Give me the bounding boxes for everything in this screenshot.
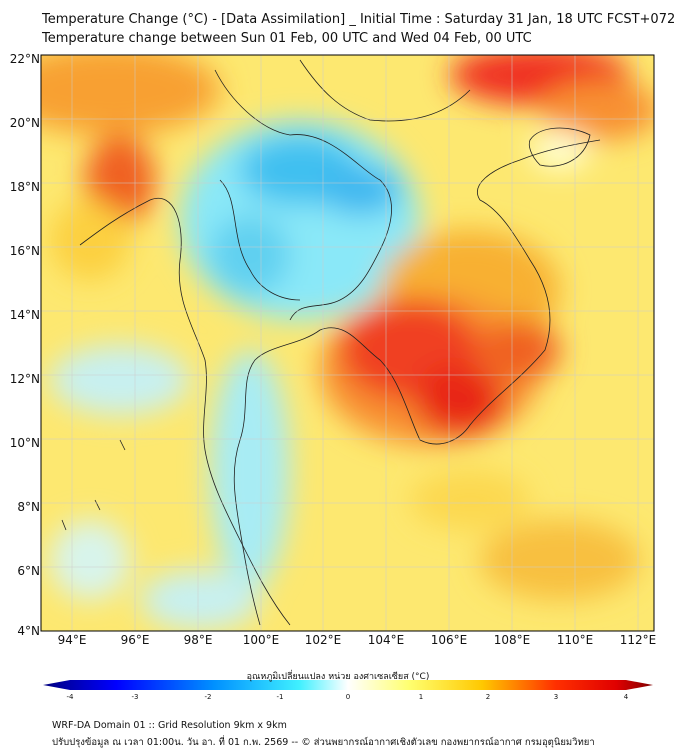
lat-label: 12°N	[9, 372, 40, 386]
lon-label: 94°E	[57, 633, 87, 647]
colorbar-tick: 0	[345, 693, 351, 701]
lat-label: 10°N	[9, 436, 40, 450]
colorbar-tick: -2	[204, 693, 212, 701]
lat-label: 20°N	[9, 116, 40, 130]
footer-credit: ปรับปรุงข้อมูล ณ เวลา 01:00น. วัน อา. ที…	[52, 737, 595, 748]
colorbar-tick: 1	[418, 693, 424, 701]
lat-label: 8°N	[17, 500, 40, 514]
chart-subtitle: Temperature change between Sun 01 Feb, 0…	[42, 31, 532, 46]
lon-label: 102°E	[304, 633, 342, 647]
colorbar-tick: -4	[66, 693, 74, 701]
colorbar-tick: -1	[276, 693, 284, 701]
lon-label: 110°E	[556, 633, 594, 647]
lon-label: 108°E	[493, 633, 531, 647]
lat-label: 22°N	[9, 52, 40, 66]
footer-model-info: WRF-DA Domain 01 :: Grid Resolution 9km …	[52, 720, 287, 731]
lon-label: 100°E	[242, 633, 280, 647]
lat-label: 14°N	[9, 308, 40, 322]
colorbar-tick: 2	[485, 693, 491, 701]
lat-label: 18°N	[9, 180, 40, 194]
lat-label: 6°N	[17, 564, 40, 578]
colorbar-tick: 4	[623, 693, 629, 701]
lat-label: 4°N	[17, 624, 40, 638]
colorbar	[43, 680, 653, 690]
lon-label: 106°E	[430, 633, 468, 647]
colorbar-tick: -3	[131, 693, 139, 701]
lon-label: 104°E	[367, 633, 405, 647]
colorbar-label: อุณหภูมิเปลี่ยนแปลง หน่วย องศาเซลเซียส (…	[246, 672, 430, 682]
colorbar-tick: 3	[553, 693, 559, 701]
lon-label: 98°E	[183, 633, 213, 647]
lon-label: 96°E	[120, 633, 150, 647]
lon-label: 112°E	[619, 633, 657, 647]
lat-label: 16°N	[9, 244, 40, 258]
chart-title: Temperature Change (°C) - [Data Assimila…	[42, 12, 676, 27]
coastlines-borders	[61, 59, 601, 626]
graticule	[41, 55, 654, 631]
map-field	[41, 55, 654, 631]
